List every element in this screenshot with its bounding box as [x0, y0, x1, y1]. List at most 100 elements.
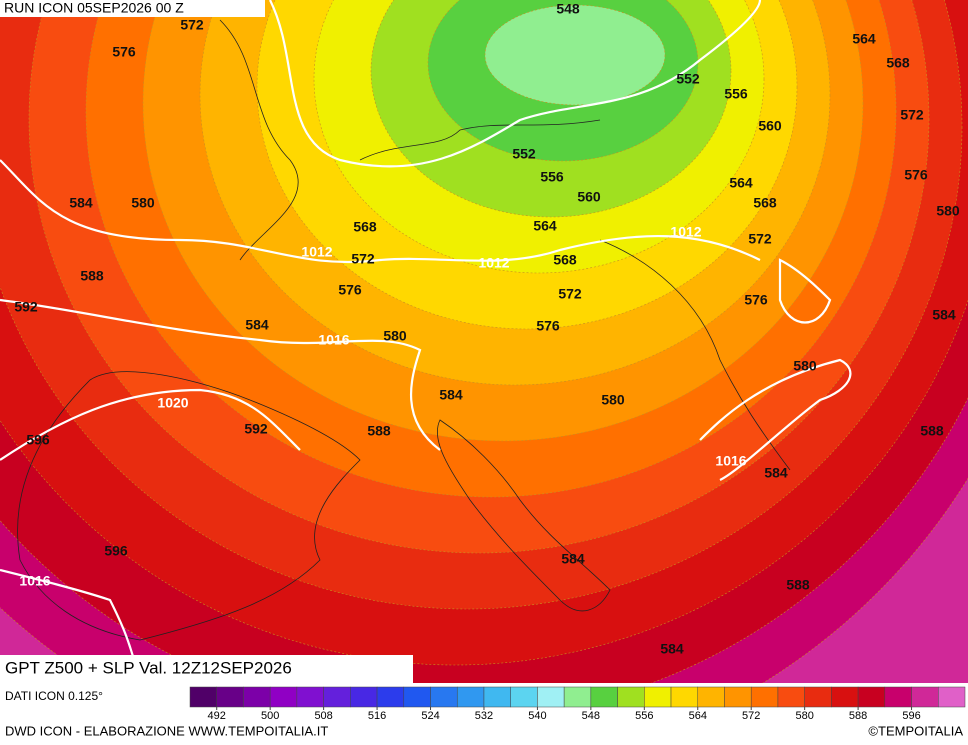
colorbar-box — [617, 686, 645, 708]
colorbar-box — [697, 686, 725, 708]
height-label: 576 — [744, 292, 768, 308]
height-label: 592 — [244, 421, 268, 437]
height-label: 584 — [660, 641, 684, 657]
height-label: 584 — [439, 387, 463, 403]
height-label: 588 — [920, 423, 944, 439]
colorbar-box — [403, 686, 431, 708]
height-label: 568 — [886, 55, 910, 71]
height-label: 580 — [793, 358, 817, 374]
height-label: 560 — [577, 189, 601, 205]
height-label: 580 — [936, 203, 960, 219]
colorbar-box — [430, 686, 458, 708]
colorbar-label: 580 — [795, 710, 813, 722]
height-label: 556 — [540, 169, 564, 185]
copyright: ©TEMPOITALIA — [868, 723, 963, 738]
pressure-label: 1016 — [318, 332, 349, 348]
colorbar-label: 588 — [849, 710, 867, 722]
colorbar-box — [670, 686, 699, 708]
height-label: 552 — [676, 71, 700, 87]
height-label: 584 — [764, 465, 788, 481]
pressure-label: 1016 — [19, 573, 50, 589]
height-label: 588 — [367, 423, 391, 439]
colorbar-label: 564 — [689, 710, 707, 722]
height-label: 584 — [245, 317, 269, 333]
height-label: 572 — [351, 251, 375, 267]
height-label: 576 — [904, 167, 928, 183]
colorbar-box — [189, 686, 217, 708]
colorbar-box — [724, 686, 752, 708]
coastlines — [17, 19, 791, 641]
colorbar-box — [644, 686, 672, 708]
height-label: 568 — [353, 219, 377, 235]
height-label: 552 — [512, 146, 536, 162]
height-label: 548 — [556, 1, 580, 17]
colorbar: 492 500 508 516 524 532 540 548 556 564 572 580 588 5… — [189, 686, 966, 722]
colorbar-label: 556 — [635, 710, 653, 722]
run-label: RUN ICON 05SEP2026 00 Z — [4, 0, 184, 16]
height-label: 564 — [729, 175, 753, 191]
height-label: 572 — [900, 107, 924, 123]
colorbar-box — [938, 686, 966, 708]
pressure-contours — [0, 0, 852, 683]
run-box — [0, 0, 265, 17]
height-band — [484, 4, 666, 106]
colorbar-label: 572 — [742, 710, 760, 722]
height-label: 576 — [338, 282, 362, 298]
colorbar-box — [537, 686, 565, 708]
credit: DWD ICON - ELABORAZIONE WWW.TEMPOITALIA.… — [5, 723, 328, 738]
height-label: 564 — [533, 218, 557, 234]
height-label: 584 — [561, 551, 585, 567]
title-box — [0, 655, 413, 683]
height-label: 596 — [26, 432, 50, 448]
colorbar-label: 516 — [368, 710, 386, 722]
pressure-labels: 1012 1012 1012 1016 1020 1016 1016 — [19, 224, 746, 589]
colorbar-box — [777, 686, 805, 708]
colorbar-box — [590, 686, 618, 708]
colorbar-box — [750, 686, 779, 708]
source-label: DATI ICON 0.125° — [5, 689, 103, 703]
height-label: 580 — [601, 392, 625, 408]
pressure-label: 1016 — [715, 453, 746, 469]
colorbar-label: 532 — [475, 710, 493, 722]
height-label: 560 — [758, 118, 782, 134]
colorbar-box — [510, 686, 538, 708]
height-label: 588 — [786, 577, 810, 593]
colorbar-label: 500 — [261, 710, 279, 722]
height-label: 576 — [536, 318, 560, 334]
pressure-label: 1020 — [157, 395, 188, 411]
colorbar-box — [804, 686, 832, 708]
height-label: 596 — [104, 543, 128, 559]
height-label: 568 — [553, 252, 577, 268]
colorbar-box — [456, 686, 485, 708]
colorbar-box — [884, 686, 912, 708]
height-label: 564 — [852, 31, 876, 47]
height-label: 580 — [383, 328, 407, 344]
height-label: 576 — [112, 44, 136, 60]
colorbar-box — [857, 686, 886, 708]
colorbar-label: 596 — [902, 710, 920, 722]
pressure-label: 1012 — [301, 244, 332, 260]
height-label: 568 — [753, 195, 777, 211]
colorbar-label: 524 — [421, 710, 439, 722]
colorbar-label: 540 — [528, 710, 546, 722]
colorbar-box — [296, 686, 324, 708]
height-label: 572 — [180, 17, 204, 33]
colorbar-box — [483, 686, 511, 708]
colorbar-box — [563, 686, 592, 708]
height-label: 556 — [724, 86, 748, 102]
pressure-label: 1012 — [670, 224, 701, 240]
colorbar-label: 548 — [582, 710, 600, 722]
colorbar-box — [243, 686, 271, 708]
height-label: 592 — [14, 299, 38, 315]
height-label: 588 — [80, 268, 104, 284]
height-label: 572 — [558, 286, 582, 302]
colorbar-box — [350, 686, 378, 708]
height-label: 580 — [131, 195, 155, 211]
colorbar-box — [831, 686, 859, 708]
colorbar-label: 508 — [314, 710, 332, 722]
colorbar-box — [323, 686, 351, 708]
